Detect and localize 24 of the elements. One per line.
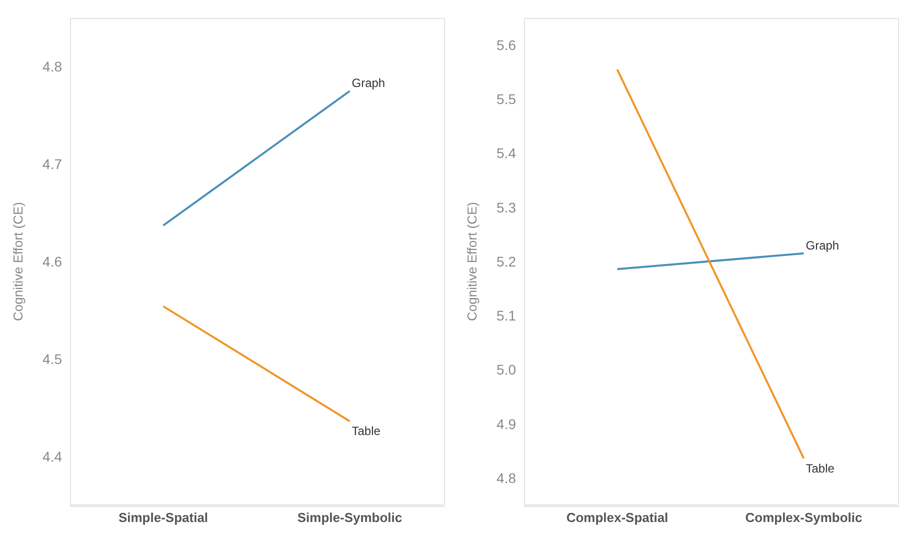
y-axis-title: Cognitive Effort (CE) [10, 202, 26, 321]
series-label: Table [352, 424, 381, 438]
y-tick-label: 5.3 [496, 199, 516, 216]
y-tick-label: 4.9 [496, 416, 516, 432]
series-label: Graph [352, 76, 386, 90]
y-tick-label: 5.5 [496, 91, 516, 108]
y-tick-label: 5.6 [496, 37, 516, 54]
y-tick-label: 4.8 [42, 58, 62, 75]
y-tick-label: 5.2 [496, 253, 516, 270]
y-tick-label: 4.8 [496, 470, 516, 486]
x-tick-label: Complex-Symbolic [745, 510, 862, 526]
y-tick-label: 4.5 [42, 350, 62, 367]
x-tick-label: Simple-Symbolic [297, 510, 402, 526]
x-tick-label: Complex-Spatial [566, 510, 668, 526]
y-tick-label: 4.7 [42, 156, 62, 172]
series-label: Graph [806, 238, 840, 252]
y-axis-title: Cognitive Effort (CE) [464, 202, 480, 321]
x-tick-label: Simple-Spatial [118, 510, 208, 526]
y-tick-label: 5.1 [496, 308, 516, 324]
y-tick-label: 5.0 [496, 362, 516, 378]
y-tick-label: 5.4 [496, 145, 516, 162]
y-tick-label: 4.4 [42, 448, 62, 464]
series-label: Table [806, 461, 835, 476]
y-tick-label: 4.6 [42, 253, 62, 270]
